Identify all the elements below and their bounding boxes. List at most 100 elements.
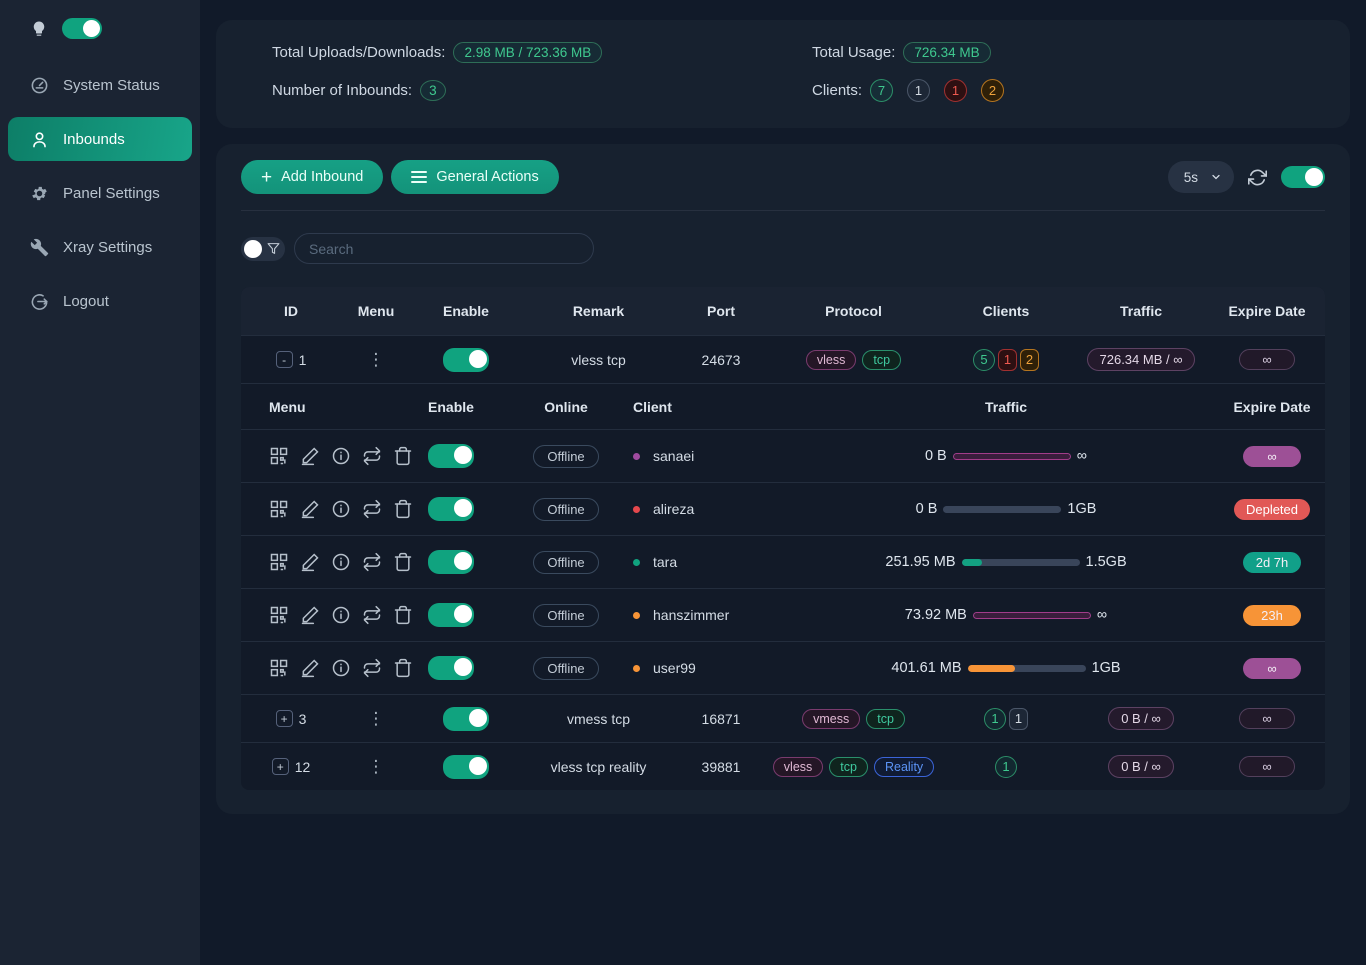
client-count-badge: 1 bbox=[984, 707, 1006, 730]
traffic-progress-bar bbox=[943, 505, 1062, 513]
general-actions-button[interactable]: General Actions bbox=[391, 160, 559, 194]
main-content: Total Uploads/Downloads: 2.98 MB / 723.3… bbox=[200, 0, 1366, 814]
stat-label: Total Uploads/Downloads: bbox=[272, 44, 446, 61]
delete-icon[interactable] bbox=[393, 552, 413, 572]
inbound-id: 3 bbox=[298, 710, 307, 727]
edit-icon[interactable] bbox=[300, 605, 320, 625]
sidebar-item-label: Inbounds bbox=[63, 130, 125, 148]
stat-total-uploads-downloads: Total Uploads/Downloads: 2.98 MB / 723.3… bbox=[272, 42, 812, 63]
client-enable-toggle[interactable] bbox=[428, 550, 474, 574]
delete-icon[interactable] bbox=[393, 446, 413, 466]
client-color-dot bbox=[633, 664, 640, 672]
col-expire-date: Expire Date bbox=[1228, 303, 1306, 319]
reset-traffic-icon[interactable] bbox=[362, 552, 382, 572]
sidebar-item-inbounds[interactable]: Inbounds bbox=[8, 117, 192, 161]
sidebar-item-xray-settings[interactable]: Xray Settings bbox=[0, 225, 200, 269]
client-count-badge: 1 bbox=[998, 348, 1017, 371]
client-expire-badge: 2d 7h bbox=[1243, 551, 1301, 573]
protocol-tag: vmess bbox=[802, 708, 861, 729]
traffic-used: 73.92 MB bbox=[904, 607, 967, 623]
edit-icon[interactable] bbox=[300, 499, 320, 519]
filter-toggle[interactable] bbox=[241, 236, 285, 261]
stat-number-of-inbounds: Number of Inbounds: 3 bbox=[272, 79, 812, 102]
theme-toggle[interactable] bbox=[62, 18, 102, 39]
inbound-row: + 3 ⋮ vmess tcp 16871 vmess tcp 1 1 0 B … bbox=[241, 694, 1325, 742]
client-name: tara bbox=[653, 554, 678, 570]
client-enable-toggle[interactable] bbox=[428, 444, 474, 468]
expand-row-button[interactable]: + bbox=[275, 710, 293, 727]
inbound-traffic-pill: 726.34 MB / ∞ bbox=[1086, 348, 1196, 371]
col-client-menu: Menu bbox=[269, 398, 306, 415]
chevron-down-icon bbox=[1210, 171, 1222, 183]
qrcode-icon[interactable] bbox=[269, 605, 289, 625]
client-color-dot bbox=[633, 452, 640, 460]
inbound-expire-pill: ∞ bbox=[1239, 349, 1295, 370]
inbound-traffic-pill: 0 B / ∞ bbox=[1108, 707, 1174, 730]
reset-traffic-icon[interactable] bbox=[362, 658, 382, 678]
online-status-badge: Offline bbox=[533, 656, 599, 680]
search-input[interactable] bbox=[294, 233, 594, 264]
refresh-interval-select[interactable]: 5s bbox=[1167, 161, 1234, 193]
col-client-online: Online bbox=[544, 398, 588, 415]
auto-refresh-toggle[interactable] bbox=[1281, 166, 1325, 188]
add-inbound-button[interactable]: + Add Inbound bbox=[241, 160, 384, 194]
info-icon[interactable] bbox=[331, 499, 351, 519]
stat-value-pill: 726.34 MB bbox=[903, 42, 991, 63]
refresh-icon[interactable] bbox=[1248, 168, 1267, 187]
row-menu-icon[interactable]: ⋮ bbox=[367, 709, 385, 728]
qrcode-icon[interactable] bbox=[269, 499, 289, 519]
general-actions-label: General Actions bbox=[436, 169, 539, 185]
reset-traffic-icon[interactable] bbox=[362, 605, 382, 625]
theme-row bbox=[0, 18, 200, 53]
sidebar-item-panel-settings[interactable]: Panel Settings bbox=[0, 171, 200, 215]
inbound-enable-toggle[interactable] bbox=[443, 706, 489, 731]
traffic-limit: ∞ bbox=[1096, 607, 1108, 623]
stat-label: Number of Inbounds: bbox=[272, 82, 413, 99]
clients-count-badge: 1 bbox=[907, 79, 931, 102]
gear-icon bbox=[30, 184, 49, 203]
row-menu-icon[interactable]: ⋮ bbox=[367, 757, 385, 776]
delete-icon[interactable] bbox=[393, 658, 413, 678]
client-row: Offline hanszimmer 73.92 MB ∞ 23h bbox=[241, 588, 1325, 641]
reset-traffic-icon[interactable] bbox=[362, 499, 382, 519]
client-enable-toggle[interactable] bbox=[428, 603, 474, 627]
inbound-enable-toggle[interactable] bbox=[443, 754, 489, 779]
client-row: Offline tara 251.95 MB 1.5GB 2d 7h bbox=[241, 535, 1325, 588]
info-icon[interactable] bbox=[331, 605, 351, 625]
client-count-badge: 1 bbox=[995, 755, 1017, 778]
protocol-tag: tcp bbox=[829, 756, 868, 777]
protocol-tag: tcp bbox=[866, 708, 905, 729]
info-icon[interactable] bbox=[331, 658, 351, 678]
lightbulb-icon bbox=[30, 20, 48, 38]
sidebar-item-logout[interactable]: Logout bbox=[0, 279, 200, 323]
edit-icon[interactable] bbox=[300, 446, 320, 466]
qrcode-icon[interactable] bbox=[269, 552, 289, 572]
expand-row-button[interactable]: + bbox=[271, 758, 289, 775]
stat-label: Clients: bbox=[812, 82, 863, 99]
sidebar-item-label: Panel Settings bbox=[63, 184, 160, 202]
qrcode-icon[interactable] bbox=[269, 658, 289, 678]
client-enable-toggle[interactable] bbox=[428, 497, 474, 521]
collapse-row-button[interactable]: - bbox=[275, 351, 293, 368]
client-count-badge: 1 bbox=[1009, 707, 1028, 730]
sidebar-item-system-status[interactable]: System Status bbox=[0, 63, 200, 107]
client-row: Offline alireza 0 B 1GB Depleted bbox=[241, 482, 1325, 535]
inbound-id: 1 bbox=[298, 351, 307, 368]
inbound-row: - 1 ⋮ vless tcp 24673 vless tcp 5 1 2 72… bbox=[241, 335, 1325, 383]
inbound-enable-toggle[interactable] bbox=[443, 347, 489, 372]
edit-icon[interactable] bbox=[300, 658, 320, 678]
info-icon[interactable] bbox=[331, 446, 351, 466]
online-status-badge: Offline bbox=[533, 444, 599, 468]
info-icon[interactable] bbox=[331, 552, 351, 572]
delete-icon[interactable] bbox=[393, 605, 413, 625]
client-enable-toggle[interactable] bbox=[428, 656, 474, 680]
edit-icon[interactable] bbox=[300, 552, 320, 572]
reset-traffic-icon[interactable] bbox=[362, 446, 382, 466]
row-menu-icon[interactable]: ⋮ bbox=[367, 350, 385, 369]
table-header: ID Menu Enable Remark Port Protocol Clie… bbox=[241, 287, 1325, 335]
qrcode-icon[interactable] bbox=[269, 446, 289, 466]
traffic-progress-bar bbox=[972, 611, 1091, 619]
client-count-badge: 5 bbox=[973, 348, 995, 371]
sidebar-item-label: Xray Settings bbox=[63, 238, 153, 256]
delete-icon[interactable] bbox=[393, 499, 413, 519]
